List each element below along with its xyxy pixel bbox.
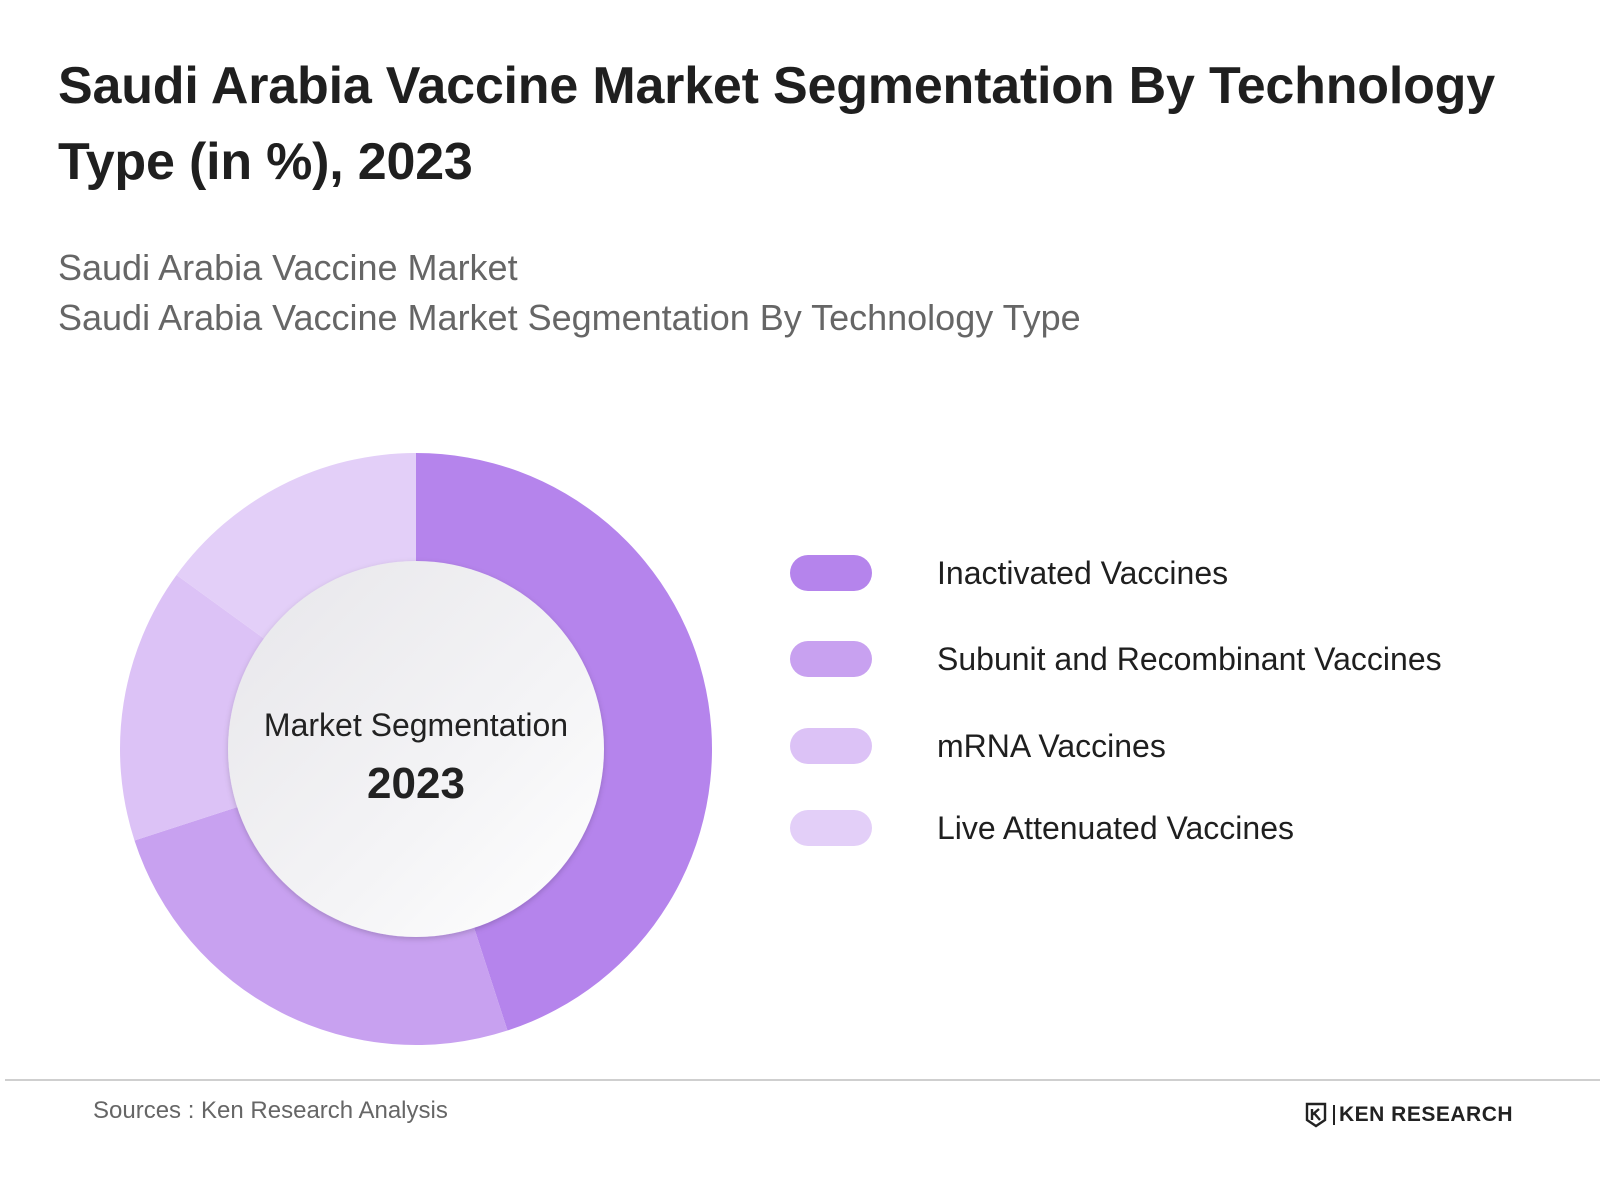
legend-item-inactivated: Inactivated Vaccines [790, 553, 1530, 593]
donut-center-disc [228, 561, 604, 937]
legend-item-live-attenuated: Live Attenuated Vaccines [790, 808, 1530, 848]
center-label: Market Segmentation [263, 707, 569, 743]
subtitle-segmentation: Saudi Arabia Vaccine Market Segmentation… [58, 297, 1081, 338]
donut-slice-inactivated-vaccines [416, 453, 712, 1031]
footer-divider [5, 1079, 1600, 1081]
donut-slice-subunit-and-recombinant-vaccines [134, 805, 508, 1045]
donut-slice-live-attenuated-vaccines [176, 453, 416, 643]
legend-label: Subunit and Recombinant Vaccines [937, 641, 1442, 677]
legend-swatch [790, 728, 872, 764]
legend-swatch [790, 555, 872, 591]
ken-research-logo-icon [1305, 1102, 1327, 1128]
legend-swatch [790, 641, 872, 677]
center-year: 2023 [367, 759, 465, 808]
ken-research-logo: KEN RESEARCH [1305, 1100, 1545, 1130]
source-note: Sources : Ken Research Analysis [93, 1097, 448, 1124]
legend-swatch [790, 810, 872, 846]
logo-text: KEN RESEARCH [1339, 1103, 1514, 1126]
subtitle-block: Saudi Arabia Vaccine Market Saudi Arabia… [58, 243, 1458, 343]
donut-center-caption: Market Segmentation 2023 [216, 705, 616, 809]
donut-slices [120, 453, 712, 1045]
subtitle-market: Saudi Arabia Vaccine Market [58, 247, 518, 288]
legend-label: Live Attenuated Vaccines [937, 810, 1294, 846]
legend-label: mRNA Vaccines [937, 728, 1166, 764]
legend-item-subunit-recombinant: Subunit and Recombinant Vaccines [790, 639, 1530, 679]
legend-label: Inactivated Vaccines [937, 555, 1229, 591]
page-title: Saudi Arabia Vaccine Market Segmentation… [58, 57, 1495, 191]
legend-item-mrna: mRNA Vaccines [790, 726, 1530, 766]
logo-divider [1333, 1105, 1335, 1125]
